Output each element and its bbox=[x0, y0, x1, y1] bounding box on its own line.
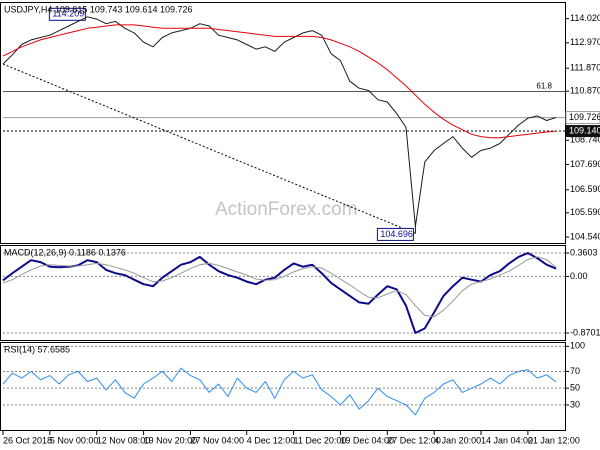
y-tick-label: 114.020 bbox=[570, 13, 600, 23]
watermark: ActionForex.com bbox=[215, 199, 358, 220]
x-tick-label: 14 Jan 04:00 bbox=[481, 435, 533, 445]
series-line bbox=[2, 24, 557, 139]
panel-title: MACD(12,26,9) 0.1186 0.1376 bbox=[4, 247, 126, 257]
x-tick-label: 12 Nov 08:00 bbox=[97, 435, 151, 445]
y-tick-label: 111.870 bbox=[570, 63, 600, 73]
y-tick-label: 100 bbox=[570, 341, 585, 351]
current-price-box bbox=[565, 111, 600, 125]
ma-price-label: 109.140 bbox=[569, 125, 600, 135]
x-tick-label: 19 Dec 04:00 bbox=[340, 435, 394, 445]
y-tick-label: 70 bbox=[570, 366, 580, 376]
x-tick-label: 4 Jan 20:00 bbox=[434, 435, 481, 445]
y-tick-label: -0.8701 bbox=[570, 327, 600, 337]
x-tick-label: 19 Nov 20:00 bbox=[144, 435, 198, 445]
series-line bbox=[2, 16, 557, 227]
y-tick-label: 105.590 bbox=[570, 207, 600, 217]
high-box bbox=[48, 7, 86, 21]
y-tick-label: 108.740 bbox=[570, 135, 600, 145]
low-label: 104.696 bbox=[380, 229, 413, 239]
current-price-label: 109.726 bbox=[569, 112, 600, 122]
y-tick-label: 107.690 bbox=[570, 159, 600, 169]
y-tick-label: 106.590 bbox=[570, 184, 600, 194]
x-tick-label: 21 Jan 12:00 bbox=[528, 435, 580, 445]
y-tick-label: 104.540 bbox=[570, 231, 600, 241]
high-label: 114.209 bbox=[52, 9, 84, 19]
rsi-panel-frame bbox=[0, 342, 566, 431]
y-tick-label: 50 bbox=[570, 383, 580, 393]
y-tick-label: 0.3603 bbox=[570, 247, 598, 257]
y-tick-label: 30 bbox=[570, 399, 580, 409]
x-tick-label: 27 Nov 04:00 bbox=[190, 435, 244, 445]
x-tick-label: 11 Dec 20:00 bbox=[294, 435, 347, 445]
series-line bbox=[2, 252, 557, 334]
low-box bbox=[376, 227, 414, 241]
ma-price-box bbox=[566, 125, 600, 138]
y-tick-label: 112.970 bbox=[570, 37, 600, 47]
fib-level-label: 61.8 bbox=[536, 82, 552, 91]
x-tick-label: 26 Oct 2018 bbox=[3, 435, 52, 445]
panel-title: RSI(14) 57.6585 bbox=[4, 344, 70, 354]
x-tick-label: 5 Nov 00:00 bbox=[50, 435, 99, 445]
series-line bbox=[2, 367, 557, 416]
x-tick-label: 4 Dec 12:00 bbox=[247, 435, 296, 445]
x-tick-label: 27 Dec 12:00 bbox=[387, 435, 441, 445]
y-tick-label: 110.870 bbox=[570, 86, 600, 96]
y-tick-label: 0.00 bbox=[570, 271, 588, 281]
series-line bbox=[2, 256, 557, 318]
macd-panel-frame bbox=[0, 245, 566, 341]
panel-title: USDJPY,H4 109.615 109.743 109.614 109.72… bbox=[4, 4, 193, 14]
